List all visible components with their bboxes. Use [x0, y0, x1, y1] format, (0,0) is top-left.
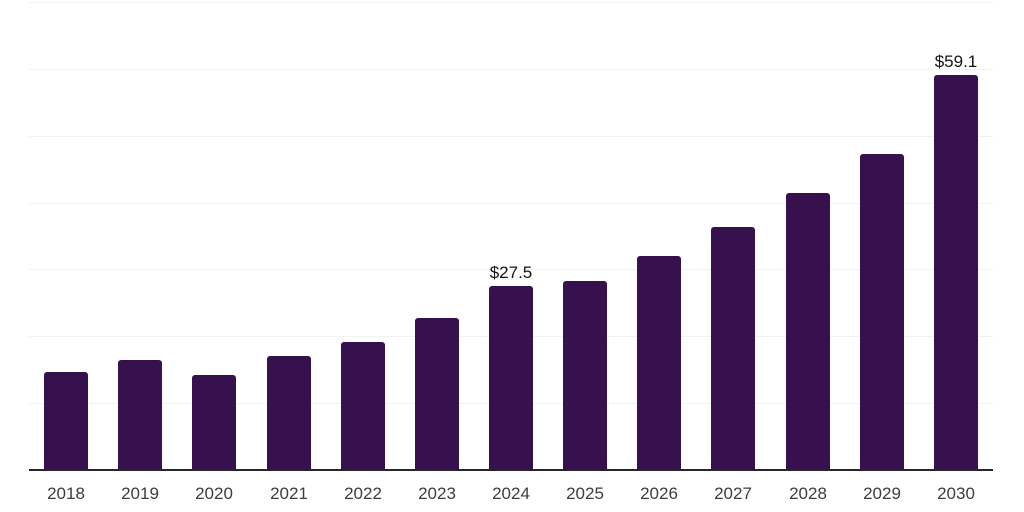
x-tick-2018: 2018	[47, 484, 85, 503]
gridline-30	[29, 269, 993, 270]
x-tick-2029: 2029	[863, 484, 901, 503]
bar-2022	[341, 342, 385, 470]
x-tick-2020: 2020	[195, 484, 233, 503]
x-tick-2030: 2030	[937, 484, 975, 503]
bar-2024	[489, 286, 533, 470]
x-tick-2028: 2028	[789, 484, 827, 503]
bar-2018	[44, 372, 88, 470]
x-tick-2021: 2021	[270, 484, 308, 503]
bar-2026	[637, 256, 681, 470]
x-tick-2025: 2025	[566, 484, 604, 503]
x-axis-line	[29, 469, 993, 471]
gridline-60	[29, 69, 993, 70]
bar-2029	[860, 154, 904, 470]
gridline-70	[29, 2, 993, 3]
bar-2025	[563, 281, 607, 470]
x-tick-2023: 2023	[418, 484, 456, 503]
x-tick-2022: 2022	[344, 484, 382, 503]
x-tick-2026: 2026	[640, 484, 678, 503]
bar-2027	[711, 227, 755, 470]
bar-2020	[192, 375, 236, 470]
bar-2021	[267, 356, 311, 470]
gridline-40	[29, 203, 993, 204]
bar-2023	[415, 318, 459, 470]
bar-value-label-2024: $27.5	[489, 263, 533, 282]
bar-value-label-2030: $59.1	[934, 52, 978, 71]
bar-2028	[786, 193, 830, 470]
x-tick-2024: 2024	[492, 484, 530, 503]
x-tick-2027: 2027	[714, 484, 752, 503]
bar-2030	[934, 75, 978, 470]
bar-2019	[118, 360, 162, 470]
gridline-50	[29, 136, 993, 137]
x-tick-2019: 2019	[121, 484, 159, 503]
